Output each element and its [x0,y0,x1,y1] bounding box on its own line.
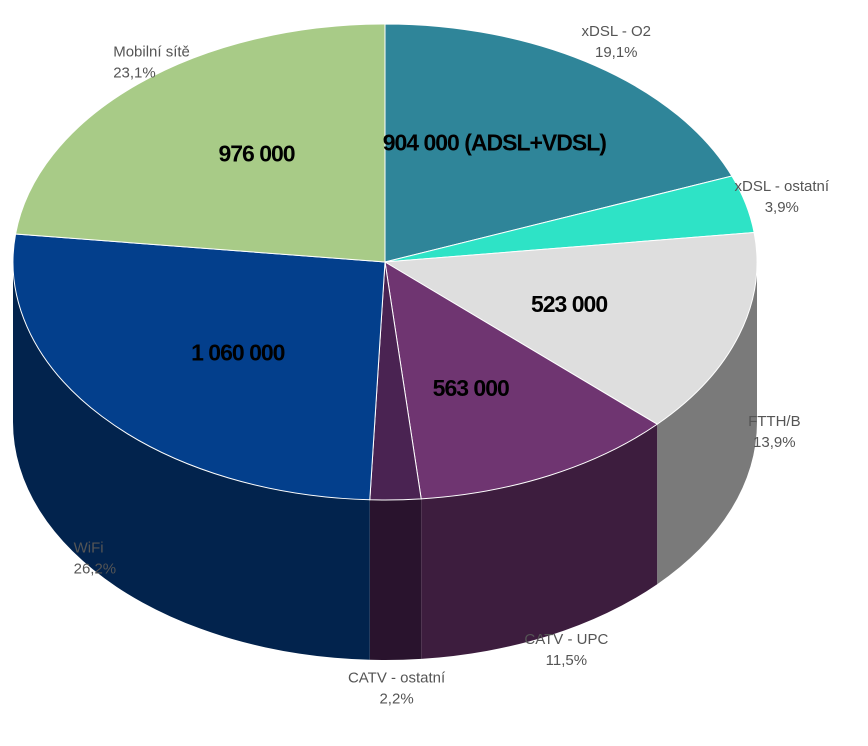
slice-percent: 26,2% [74,560,117,577]
slice-percent: 13,9% [753,434,796,451]
slice-count: 976 000 [218,140,294,166]
slice-count: 563 000 [433,375,509,401]
pie-side [369,498,422,660]
slice-percent: 23,1% [113,65,156,82]
slice-percent: 11,5% [546,652,587,669]
slice-name: xDSL - O2 [582,23,651,40]
slice-name: CATV - UPC [524,631,608,648]
pie-side [657,262,757,585]
pie-tops [12,23,758,501]
slice-count: 1 060 000 [191,340,285,366]
pie-sides [13,262,757,660]
slice-name: CATV - ostatní [348,669,446,686]
slice-count: 523 000 [531,291,607,317]
slice-name: WiFi [74,539,104,556]
slice-count: 904 000 (ADSL+VDSL) [383,129,607,155]
slice-percent: 2,2% [379,690,413,707]
slice-name: xDSL - ostatní [735,178,830,195]
labels: xDSL - O2 19,1% 904 000 (ADSL+VDSL) xDSL - … [74,23,830,707]
slice-name: FTTH/B [748,413,801,430]
slice-percent: 19,1% [595,44,638,61]
pie-slice [12,233,386,501]
pie-slice [14,23,386,263]
pie-side [421,424,658,659]
pie-slice [384,23,733,263]
pie-slice [383,231,758,425]
slice-percent: 3,9% [765,199,799,216]
slice-name: Mobilní sítě [113,44,190,61]
pie-side [13,262,370,660]
pie-slice [384,261,659,500]
